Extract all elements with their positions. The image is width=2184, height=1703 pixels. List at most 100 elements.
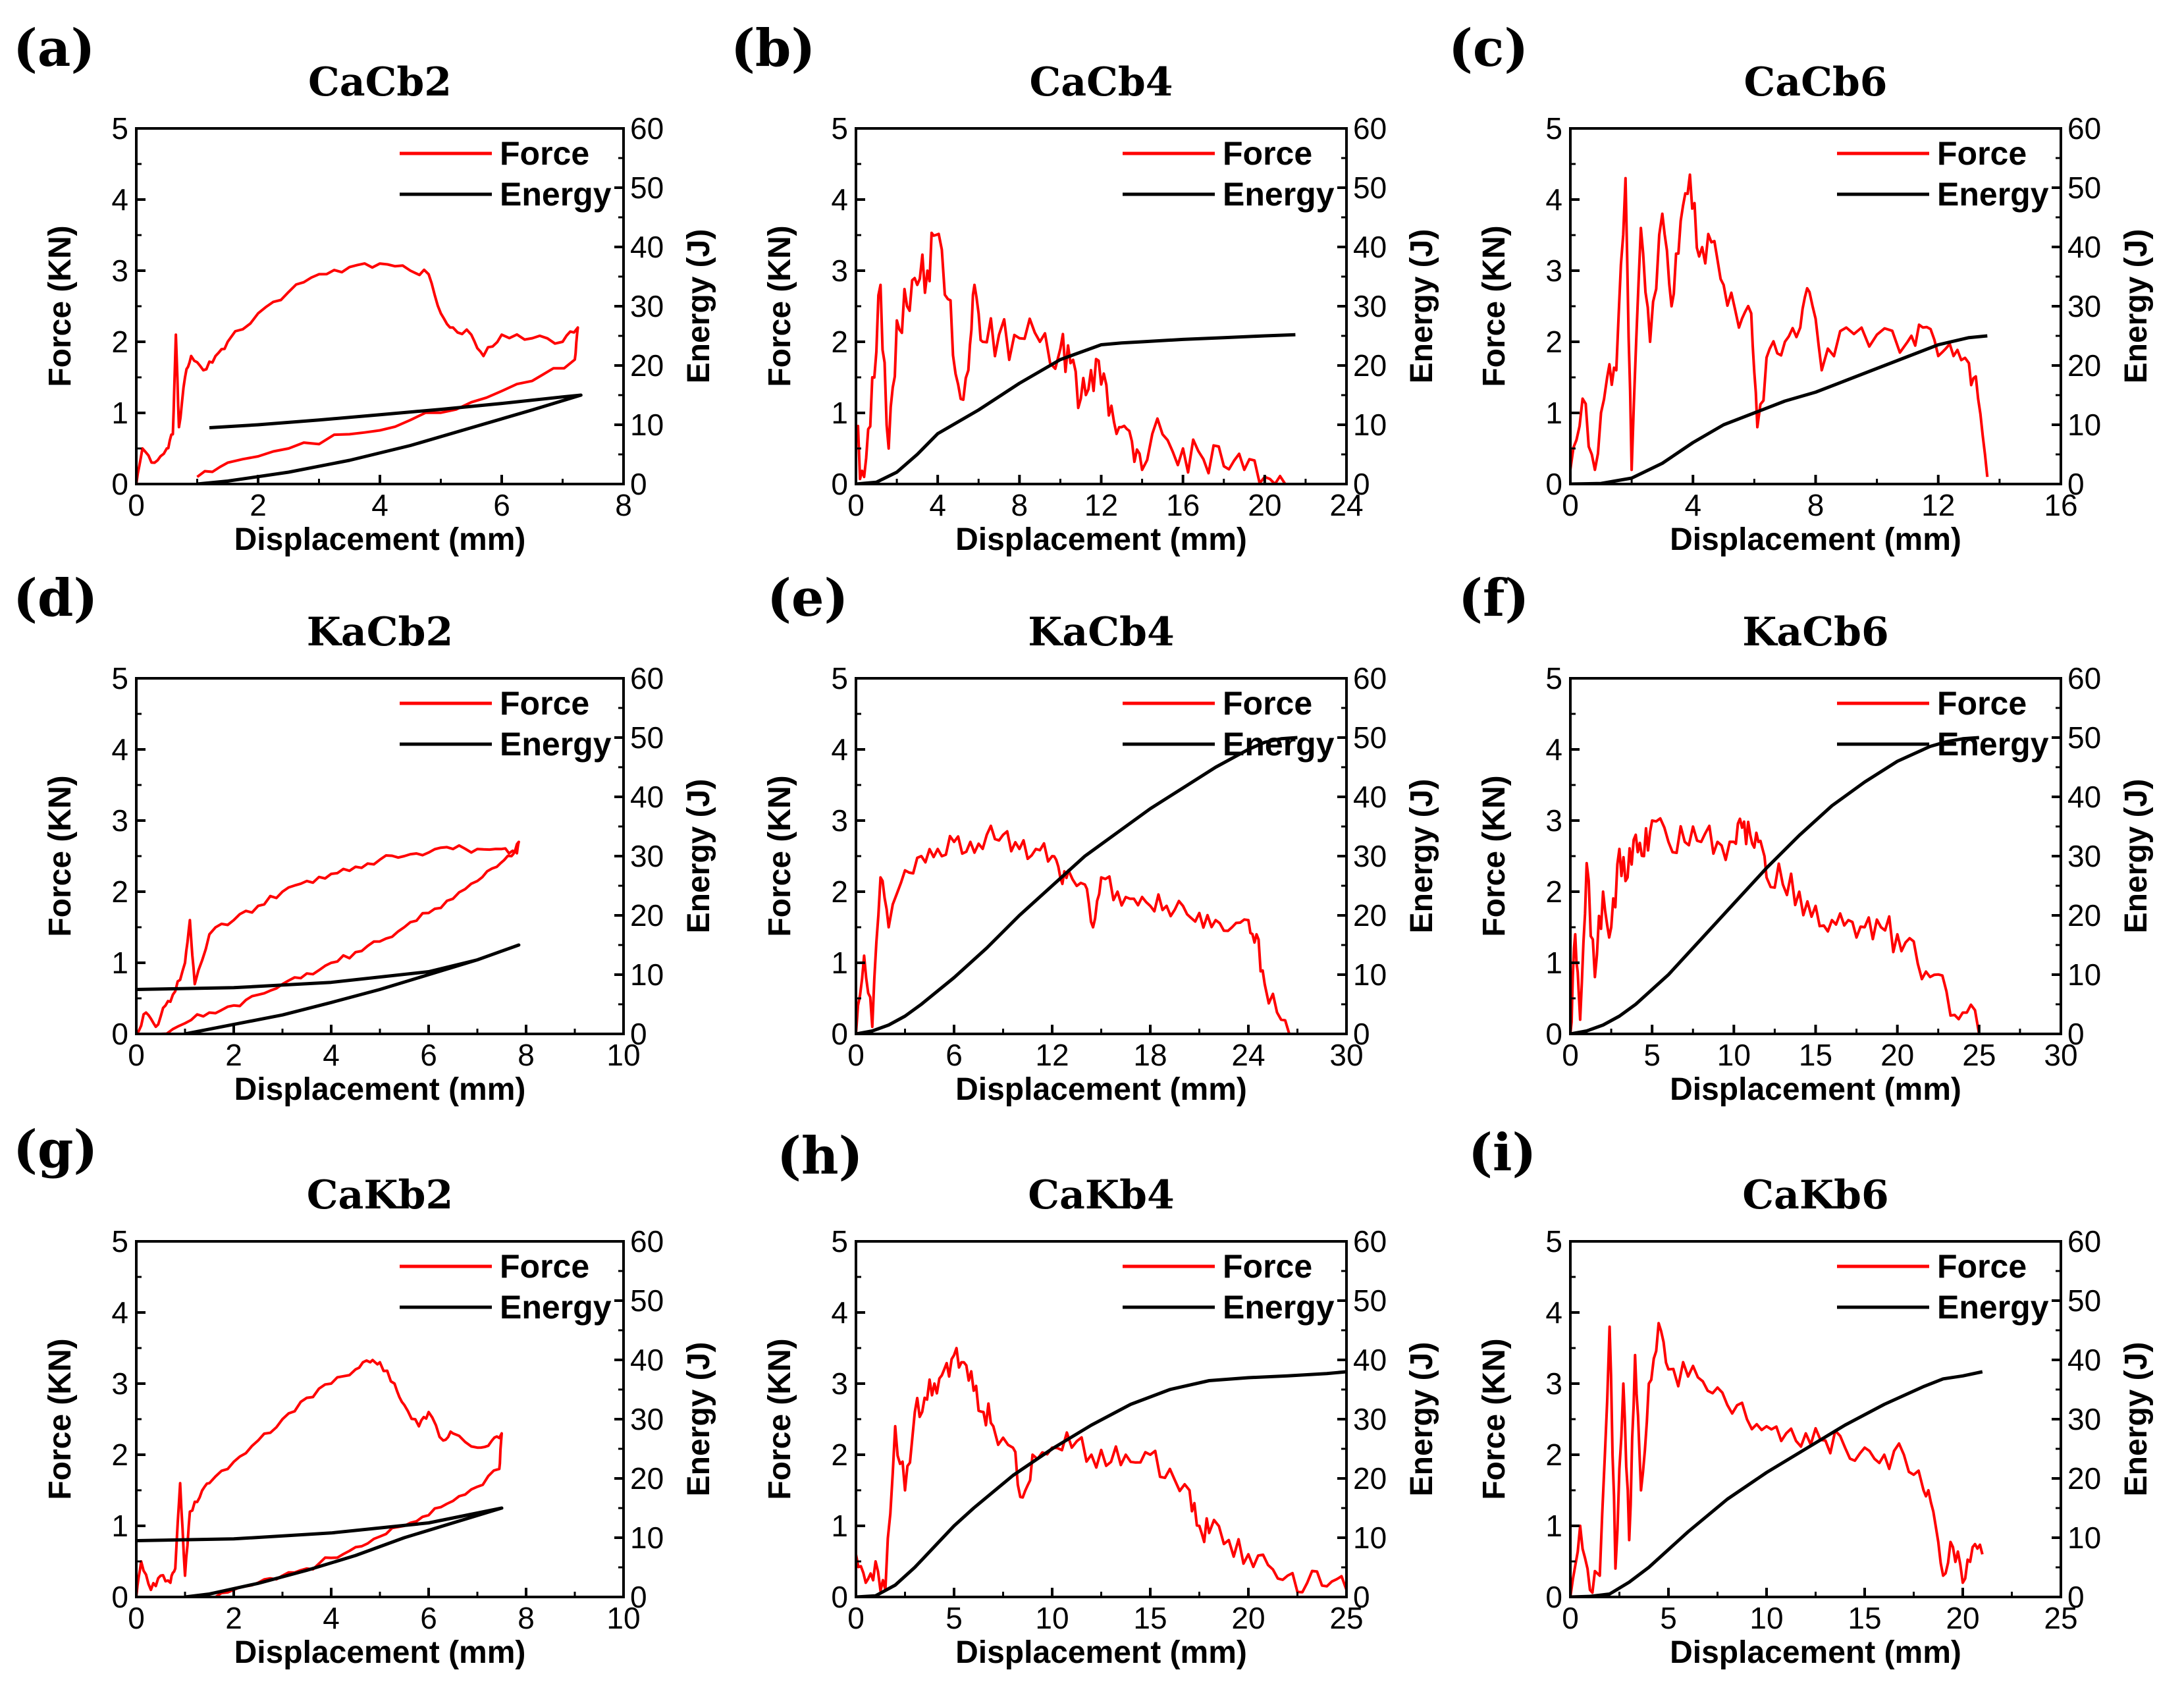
x-tick-label: 0 xyxy=(847,1038,865,1072)
legend-force-label: Force xyxy=(1223,685,1312,722)
y-left-axis-label: Force (KN) xyxy=(762,1338,797,1500)
y-left-tick-label: 5 xyxy=(831,111,848,146)
x-tick-label: 16 xyxy=(1166,488,1200,522)
y-left-tick-label: 5 xyxy=(111,111,128,146)
y-left-tick-label: 1 xyxy=(111,946,128,980)
legend-force-label: Force xyxy=(1223,1248,1312,1285)
y-left-tick-label: 2 xyxy=(1545,875,1562,909)
x-tick-label: 24 xyxy=(1329,488,1363,522)
x-axis-label: Displacement (mm) xyxy=(234,1072,526,1107)
x-tick-label: 15 xyxy=(1133,1601,1167,1635)
panel-title: CaKb4 xyxy=(1028,1172,1174,1218)
y-right-tick-label: 10 xyxy=(2067,1521,2101,1555)
x-tick-label: 6 xyxy=(946,1038,963,1072)
y-left-axis-label: Force (KN) xyxy=(43,225,78,387)
y-right-tick-label: 0 xyxy=(1353,1017,1370,1051)
x-tick-label: 0 xyxy=(128,1038,145,1072)
y-right-tick-label: 40 xyxy=(2067,230,2101,264)
x-tick-label: 10 xyxy=(1749,1601,1783,1635)
y-right-tick-label: 30 xyxy=(2067,839,2101,873)
y-right-tick-label: 50 xyxy=(1353,171,1387,205)
y-left-tick-label: 2 xyxy=(1545,1438,1562,1472)
y-right-tick-label: 20 xyxy=(630,898,664,933)
y-right-tick-label: 30 xyxy=(630,1402,664,1436)
y-right-tick-label: 50 xyxy=(2067,1284,2101,1318)
y-left-tick-label: 4 xyxy=(831,1295,848,1330)
x-axis-label: Displacement (mm) xyxy=(955,1635,1247,1670)
legend-force-label: Force xyxy=(1937,135,2027,172)
y-right-tick-label: 10 xyxy=(630,408,664,442)
y-left-tick-label: 4 xyxy=(831,732,848,767)
legend-force-label: Force xyxy=(500,135,589,172)
x-tick-label: 6 xyxy=(420,1601,437,1635)
y-left-tick-label: 0 xyxy=(1545,1580,1562,1614)
y-right-tick-label: 10 xyxy=(2067,958,2101,992)
y-left-tick-label: 1 xyxy=(1545,1509,1562,1543)
y-right-axis-label: Energy (J) xyxy=(1404,1342,1439,1497)
y-right-tick-label: 40 xyxy=(1353,230,1387,264)
x-tick-label: 8 xyxy=(1011,488,1028,522)
panel-letter: (i) xyxy=(1468,1123,1536,1183)
y-left-tick-label: 0 xyxy=(111,1580,128,1614)
panel-title: CaCb2 xyxy=(308,59,452,105)
series-energy-line xyxy=(856,333,1296,484)
y-left-tick-label: 1 xyxy=(831,946,848,980)
panel-letter: (e) xyxy=(767,568,848,628)
x-axis-label: Displacement (mm) xyxy=(955,522,1247,557)
y-left-tick-label: 3 xyxy=(831,1366,848,1401)
x-tick-label: 8 xyxy=(1807,488,1824,522)
y-right-axis-label: Energy (J) xyxy=(2119,1342,2154,1497)
panel-letter: (g) xyxy=(13,1120,97,1179)
y-right-axis-label: Energy (J) xyxy=(1404,779,1439,934)
y-right-tick-label: 40 xyxy=(1353,1343,1387,1377)
y-right-tick-label: 20 xyxy=(630,348,664,383)
y-right-tick-label: 10 xyxy=(1353,408,1387,442)
x-tick-label: 0 xyxy=(847,1601,865,1635)
y-left-axis-label: Force (KN) xyxy=(1477,1338,1512,1500)
y-left-tick-label: 0 xyxy=(111,1017,128,1051)
x-tick-label: 20 xyxy=(1946,1601,1979,1635)
x-tick-label: 25 xyxy=(1329,1601,1363,1635)
y-right-tick-label: 0 xyxy=(630,1017,647,1051)
y-left-axis-label: Force (KN) xyxy=(1477,225,1512,387)
legend-energy-label: Energy xyxy=(1937,176,2049,213)
y-left-tick-label: 2 xyxy=(111,325,128,359)
x-tick-label: 12 xyxy=(1035,1038,1069,1072)
y-right-tick-label: 40 xyxy=(2067,1343,2101,1377)
panel-title: CaCb4 xyxy=(1029,59,1173,105)
y-right-tick-label: 50 xyxy=(630,171,664,205)
x-tick-label: 4 xyxy=(929,488,946,522)
x-tick-label: 30 xyxy=(1329,1038,1363,1072)
y-left-tick-label: 0 xyxy=(1545,467,1562,501)
x-axis-label: Displacement (mm) xyxy=(234,522,526,557)
y-left-tick-label: 0 xyxy=(111,467,128,501)
y-left-tick-label: 1 xyxy=(831,396,848,430)
legend-energy-label: Energy xyxy=(1223,1289,1335,1326)
y-right-tick-label: 60 xyxy=(2067,661,2101,695)
y-left-tick-label: 4 xyxy=(111,732,128,767)
x-tick-label: 4 xyxy=(1684,488,1701,522)
x-tick-label: 10 xyxy=(606,1601,640,1635)
series-force-line xyxy=(136,1359,503,1597)
y-left-tick-label: 2 xyxy=(111,875,128,909)
y-left-axis-label: Force (KN) xyxy=(762,225,797,387)
x-tick-label: 0 xyxy=(1562,488,1579,522)
legend-force-label: Force xyxy=(500,1248,589,1285)
x-axis-label: Displacement (mm) xyxy=(1670,1072,1961,1107)
y-left-tick-label: 3 xyxy=(1545,1366,1562,1401)
x-tick-label: 20 xyxy=(1880,1038,1914,1072)
y-left-tick-label: 1 xyxy=(1545,396,1562,430)
x-tick-label: 4 xyxy=(323,1038,340,1072)
y-right-tick-label: 0 xyxy=(2067,1017,2085,1051)
x-tick-label: 15 xyxy=(1799,1038,1832,1072)
y-right-tick-label: 60 xyxy=(630,661,664,695)
y-right-tick-label: 10 xyxy=(1353,1521,1387,1555)
y-right-tick-label: 20 xyxy=(1353,348,1387,383)
y-right-tick-label: 0 xyxy=(1353,1580,1370,1614)
y-right-tick-label: 50 xyxy=(1353,1284,1387,1318)
